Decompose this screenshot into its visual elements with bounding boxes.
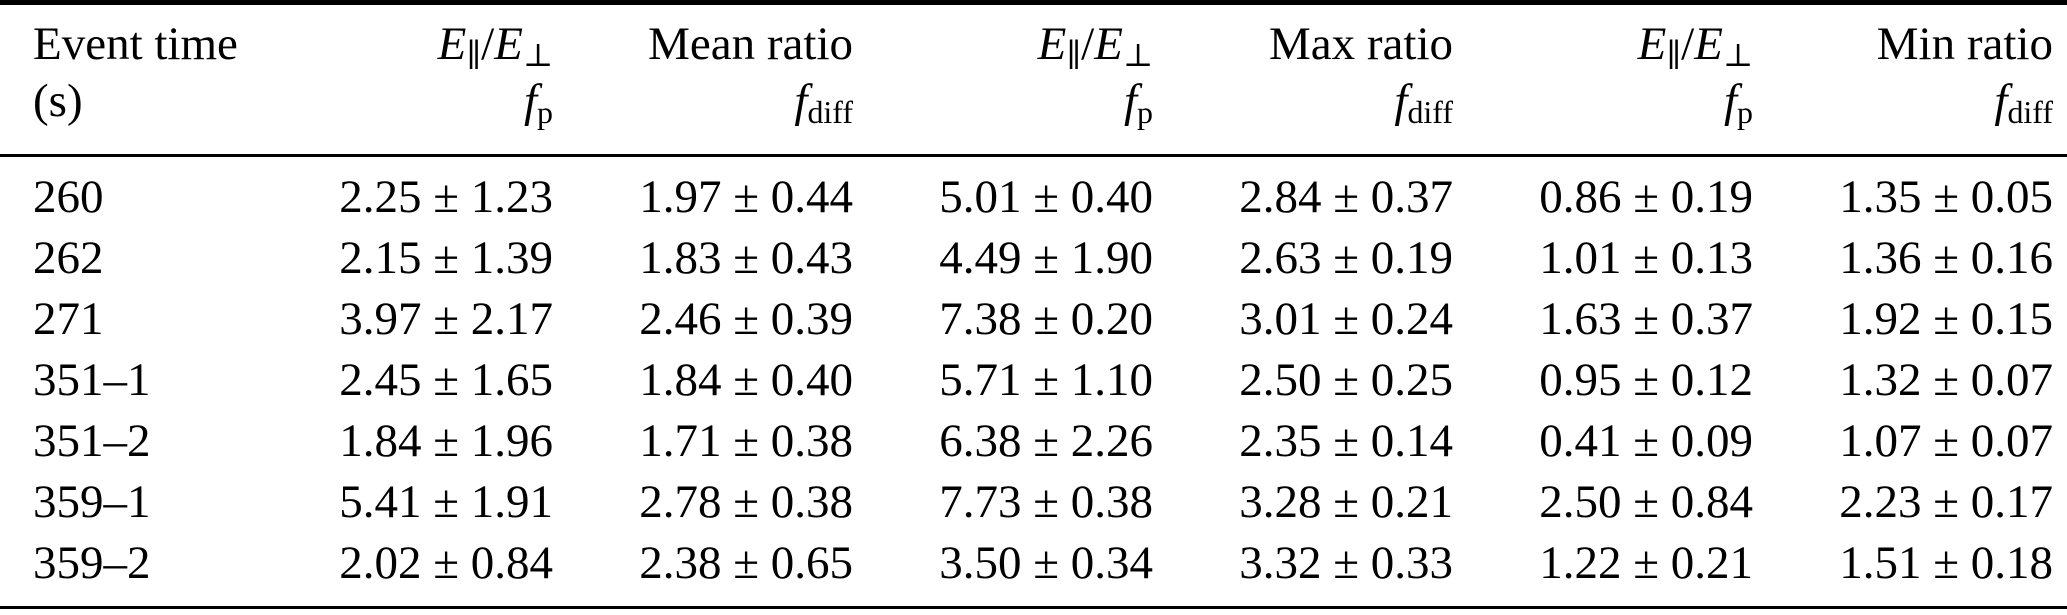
table-cell: 2.45 ± 1.65 — [339, 354, 553, 406]
column-header-line1: Mean ratio — [648, 18, 853, 70]
table-cell: 5.01 ± 0.40 — [939, 171, 1153, 223]
table-body: 260 2.25 ± 1.23 1.97 ± 0.44 5.01 ± 0.40 2.84… — [33, 167, 2053, 594]
table-cell: 2.78 ± 0.38 — [639, 476, 853, 528]
column-header: Event time (s) — [33, 16, 258, 130]
table-top-rule — [0, 0, 2067, 5]
column-header-line1: E∥/E⊥ — [437, 18, 553, 74]
table-cell: 2.35 ± 0.14 — [1239, 415, 1453, 467]
table-cell: 1.35 ± 0.05 — [1839, 171, 2053, 223]
table-header-row: Event time (s) E∥/E⊥ fp Mean ratio fdiff E∥/E⊥… — [33, 16, 2053, 130]
column-header-line2: (s) — [33, 75, 83, 127]
column-header-line2: fdiff — [1994, 75, 2053, 131]
row-label-event-time: 359–2 — [33, 537, 151, 589]
table-cell: 0.86 ± 0.19 — [1539, 171, 1753, 223]
table-cell: 3.32 ± 0.33 — [1239, 537, 1453, 589]
table-cell: 3.97 ± 2.17 — [339, 293, 553, 345]
table-cell: 1.32 ± 0.07 — [1839, 354, 2053, 406]
table-cell: 2.63 ± 0.19 — [1239, 232, 1453, 284]
table-cell: 0.41 ± 0.09 — [1539, 415, 1753, 467]
table-cell: 1.51 ± 0.18 — [1839, 537, 2053, 589]
column-header: E∥/E⊥ fp — [853, 16, 1153, 130]
column-header-line1: E∥/E⊥ — [1037, 18, 1153, 74]
column-header-line2: fp — [523, 75, 553, 131]
table-cell: 4.49 ± 1.90 — [939, 232, 1153, 284]
table-cell: 2.50 ± 0.84 — [1539, 476, 1753, 528]
row-label-event-time: 359–1 — [33, 476, 151, 528]
row-label-event-time: 262 — [33, 232, 104, 284]
table-cell: 1.84 ± 1.96 — [339, 415, 553, 467]
table-cell: 0.95 ± 0.12 — [1539, 354, 1753, 406]
table-cell: 2.15 ± 1.39 — [339, 232, 553, 284]
table-cell: 1.97 ± 0.44 — [639, 171, 853, 223]
table-cell: 1.36 ± 0.16 — [1839, 232, 2053, 284]
table-cell: 1.83 ± 0.43 — [639, 232, 853, 284]
table-cell: 2.46 ± 0.39 — [639, 293, 853, 345]
column-header-line2: fp — [1123, 75, 1153, 131]
table-cell: 1.71 ± 0.38 — [639, 415, 853, 467]
table-cell: 2.50 ± 0.25 — [1239, 354, 1453, 406]
table-cell: 1.01 ± 0.13 — [1539, 232, 1753, 284]
table-cell: 1.07 ± 0.07 — [1839, 415, 2053, 467]
column-header: E∥/E⊥ fp — [1453, 16, 1753, 130]
column-header-line1: Max ratio — [1268, 18, 1453, 70]
table-cell: 3.50 ± 0.34 — [939, 537, 1153, 589]
table-cell: 2.38 ± 0.65 — [639, 537, 853, 589]
table-cell: 6.38 ± 2.26 — [939, 415, 1153, 467]
column-header-line1: E∥/E⊥ — [1637, 18, 1753, 74]
column-header: Max ratio fdiff — [1153, 16, 1453, 130]
column-header-line2: fdiff — [794, 75, 853, 131]
row-label-event-time: 260 — [33, 171, 104, 223]
column-header: E∥/E⊥ fp — [258, 16, 553, 130]
table-cell: 2.84 ± 0.37 — [1239, 171, 1453, 223]
column-header-line1: Min ratio — [1876, 18, 2053, 70]
table-cell: 1.84 ± 0.40 — [639, 354, 853, 406]
table-cell: 1.92 ± 0.15 — [1839, 293, 2053, 345]
column-header-line2: fp — [1723, 75, 1753, 131]
row-label-event-time: 271 — [33, 293, 104, 345]
table-cell: 5.71 ± 1.10 — [939, 354, 1153, 406]
table-cell: 3.01 ± 0.24 — [1239, 293, 1453, 345]
column-header-line2: fdiff — [1394, 75, 1453, 131]
table-cell: 7.73 ± 0.38 — [939, 476, 1153, 528]
row-label-event-time: 351–2 — [33, 415, 151, 467]
table-cell: 2.25 ± 1.23 — [339, 171, 553, 223]
table-cell: 1.63 ± 0.37 — [1539, 293, 1753, 345]
table-cell: 5.41 ± 1.91 — [339, 476, 553, 528]
table-cell: 3.28 ± 0.21 — [1239, 476, 1453, 528]
row-label-event-time: 351–1 — [33, 354, 151, 406]
table-cell: 7.38 ± 0.20 — [939, 293, 1153, 345]
column-header: Min ratio fdiff — [1753, 16, 2053, 130]
column-header: Mean ratio fdiff — [553, 16, 853, 130]
table-cell: 2.02 ± 0.84 — [339, 537, 553, 589]
table-bottom-rule — [0, 606, 2067, 609]
table-header-rule — [0, 154, 2067, 157]
table-cell: 1.22 ± 0.21 — [1539, 537, 1753, 589]
column-header-line1: Event time — [33, 18, 238, 70]
table-cell: 2.23 ± 0.17 — [1839, 476, 2053, 528]
